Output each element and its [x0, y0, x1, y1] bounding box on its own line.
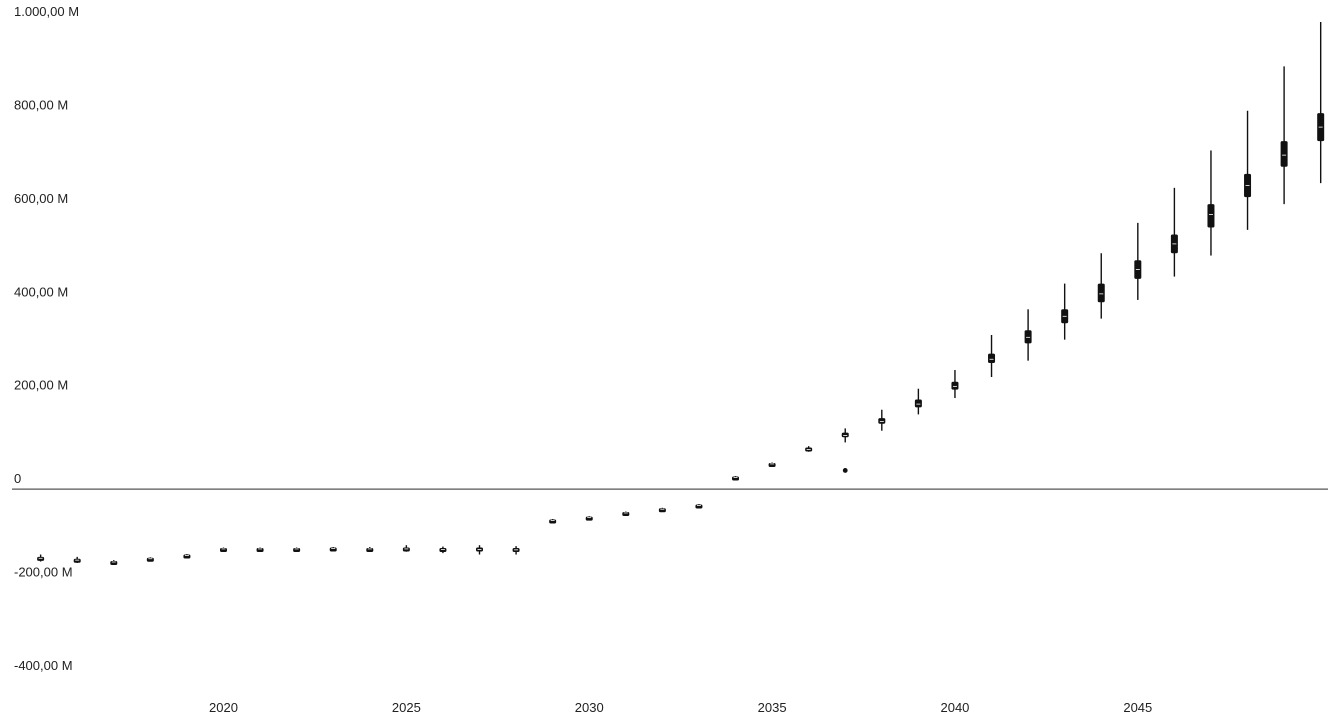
box-2025: [402, 545, 410, 552]
x-tick-label: 2030: [575, 700, 604, 714]
x-tick-label: 2040: [940, 700, 969, 714]
box-2030: [585, 516, 593, 521]
x-axis-tick-labels: 2020 2025 2030 2035 2040 2045: [209, 700, 1152, 714]
box-2039: [914, 388, 922, 415]
box-2029: [549, 519, 557, 524]
box-2042: [1024, 309, 1032, 361]
box-2036: [805, 446, 813, 452]
box-2050: [1317, 22, 1325, 184]
outlier-point: [842, 468, 848, 473]
x-tick-label: 2035: [758, 700, 787, 714]
box-2023: [329, 547, 337, 552]
box-2046: [1170, 187, 1178, 277]
box-2028: [512, 546, 520, 555]
y-tick-label: 200,00 M: [14, 378, 68, 393]
box-2040: [951, 370, 959, 399]
y-tick-label: 400,00 M: [14, 284, 68, 299]
box-body: [1280, 141, 1288, 167]
box-2034: [732, 476, 740, 481]
y-tick-label: -400,00 M: [14, 658, 73, 673]
box-2031: [622, 511, 630, 516]
box-2048: [1244, 110, 1252, 230]
box-2024: [366, 547, 374, 552]
y-tick-label: 800,00 M: [14, 97, 68, 112]
box-2043: [1061, 283, 1069, 340]
box-2016: [73, 556, 81, 563]
box-body: [1024, 330, 1032, 344]
box-2021: [256, 547, 264, 552]
box-2044: [1097, 253, 1105, 319]
x-tick-label: 2020: [209, 700, 238, 714]
box-body: [878, 418, 886, 424]
box-2037: [841, 428, 849, 443]
box-body: [914, 399, 922, 408]
y-tick-label: 1.000,00 M: [14, 4, 79, 19]
x-tick-label: 2025: [392, 700, 421, 714]
box-series: [37, 22, 1325, 566]
box-body: [1097, 283, 1105, 303]
box-2018: [146, 557, 154, 562]
box-body: [951, 381, 959, 390]
box-body: [37, 556, 45, 561]
box-2017: [110, 560, 118, 566]
box-body: [73, 558, 81, 563]
box-body: [402, 547, 410, 552]
box-body: [439, 547, 447, 552]
box-2027: [476, 545, 484, 555]
y-tick-label: 0: [14, 471, 21, 486]
y-tick-label: -200,00 M: [14, 565, 73, 580]
outlier-points: [842, 468, 848, 473]
box-2033: [695, 504, 703, 509]
box-2020: [219, 547, 227, 552]
box-2045: [1134, 222, 1142, 300]
box-2019: [183, 554, 191, 559]
box-2026: [439, 546, 447, 554]
box-body: [841, 432, 849, 438]
y-tick-label: 600,00 M: [14, 191, 68, 206]
box-2049: [1280, 66, 1288, 205]
box-2038: [878, 409, 886, 431]
y-axis-tick-labels: 1.000,00 M 800,00 M 600,00 M 400,00 M 200,00…: [14, 4, 79, 673]
box-2022: [293, 547, 301, 552]
box-2047: [1207, 150, 1215, 256]
box-body: [1207, 204, 1215, 228]
box-2032: [658, 507, 666, 513]
box-body: [988, 353, 996, 364]
box-2035: [768, 462, 776, 467]
x-tick-label: 2045: [1123, 700, 1152, 714]
box-2041: [988, 334, 996, 378]
box-2015: [37, 554, 45, 562]
